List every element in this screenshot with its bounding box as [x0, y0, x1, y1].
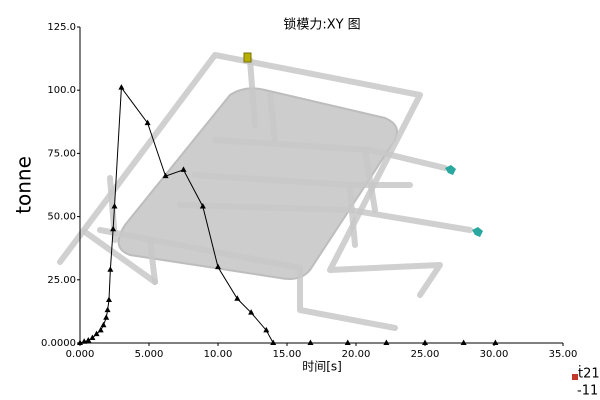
marker	[107, 266, 114, 272]
marker	[344, 339, 351, 345]
marker	[93, 330, 100, 337]
marker	[110, 225, 117, 232]
y-tick-label: 125.0	[47, 22, 76, 33]
y-tick-label: 100.0	[47, 85, 76, 96]
x-axis-label: 时间[s]	[302, 360, 342, 374]
x-tick-label: 35.00	[549, 349, 578, 360]
y-tick-label: 0.0000	[41, 338, 76, 349]
y-tick-label: 25.00	[47, 275, 76, 286]
corner-label: -11	[577, 384, 598, 399]
x-tick-label: 15.00	[273, 349, 302, 360]
y-axis-label: tonne	[12, 156, 36, 214]
x-tick-label: 0.000	[66, 349, 95, 360]
marker	[89, 334, 96, 340]
marker	[111, 202, 118, 209]
marker	[492, 339, 499, 345]
x-tick-label: 20.00	[342, 349, 371, 360]
marker	[248, 309, 255, 315]
y-tick-label: 50.00	[47, 212, 76, 223]
marker	[460, 339, 467, 345]
marker	[234, 295, 241, 301]
marker	[199, 202, 206, 209]
marker	[383, 339, 390, 345]
marker	[97, 326, 104, 333]
marker	[270, 339, 277, 345]
corner-label: ṫ21	[578, 365, 600, 382]
x-tick-label: 5.000	[135, 349, 164, 360]
marker	[144, 119, 151, 126]
x-tick-label: 10.00	[204, 349, 233, 360]
marker	[180, 166, 187, 172]
x-tick-label: 25.00	[411, 349, 440, 360]
x-tick-label: 30.00	[480, 349, 509, 360]
marker	[100, 321, 107, 328]
marker	[118, 84, 125, 90]
chart-title: 锁模力:XY 图	[283, 17, 360, 33]
marker	[103, 314, 110, 320]
marker	[422, 339, 428, 345]
marker	[104, 306, 111, 313]
marker	[85, 336, 92, 343]
marker	[263, 326, 270, 333]
marker	[105, 296, 112, 303]
marker	[162, 172, 169, 179]
marker	[215, 263, 221, 270]
marker	[307, 339, 314, 345]
y-tick-label: 75.00	[47, 148, 76, 159]
3d-model	[57, 52, 578, 380]
